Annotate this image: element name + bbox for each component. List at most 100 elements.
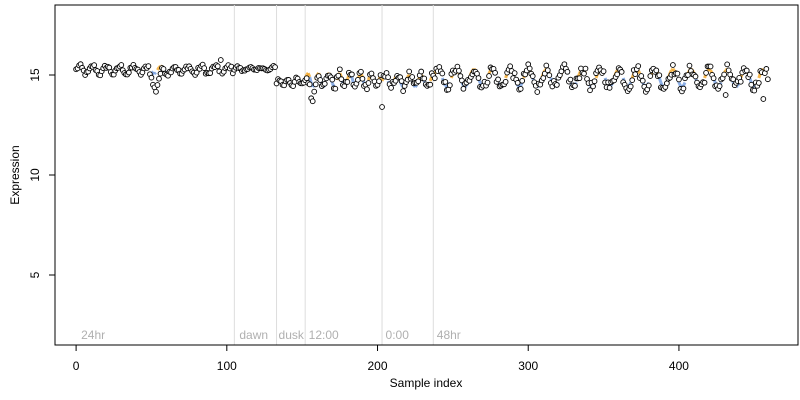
data-point bbox=[514, 79, 521, 86]
x-tick-label: 200 bbox=[368, 359, 388, 373]
data-point bbox=[415, 78, 422, 85]
data-point bbox=[442, 79, 449, 85]
data-point bbox=[388, 85, 394, 91]
data-point bbox=[336, 66, 343, 73]
data-point bbox=[148, 74, 155, 81]
data-point bbox=[502, 78, 509, 85]
data-point bbox=[572, 82, 578, 89]
data-point bbox=[332, 85, 339, 92]
data-point bbox=[398, 78, 405, 84]
x-axis: 0 100 200 300 400 bbox=[73, 344, 689, 373]
data-point bbox=[546, 72, 553, 79]
data-point bbox=[421, 75, 428, 82]
data-point bbox=[344, 79, 351, 85]
data-point bbox=[359, 75, 366, 82]
data-point bbox=[507, 63, 513, 70]
data-point bbox=[567, 76, 574, 83]
data-point bbox=[309, 98, 316, 105]
x-tick-label: 100 bbox=[217, 359, 237, 373]
data-point bbox=[600, 68, 607, 75]
data-point bbox=[321, 80, 328, 87]
phase-label: 12:00 bbox=[309, 328, 339, 342]
data-point bbox=[460, 85, 467, 92]
data-point bbox=[692, 73, 699, 80]
trend-segment bbox=[306, 72, 312, 78]
data-point bbox=[554, 82, 560, 88]
data-point bbox=[364, 86, 370, 93]
phase-labels: 24hr dawn dusk 12:00 0:00 48hr bbox=[81, 328, 461, 342]
data-point bbox=[582, 65, 589, 72]
data-point bbox=[544, 67, 551, 74]
data-point bbox=[517, 85, 524, 92]
data-point bbox=[629, 77, 636, 84]
data-point bbox=[590, 83, 596, 90]
data-point bbox=[214, 63, 221, 70]
data-point bbox=[760, 96, 767, 102]
data-point bbox=[707, 63, 714, 70]
data-point bbox=[653, 67, 660, 74]
phase-label: 48hr bbox=[437, 328, 461, 342]
data-point bbox=[627, 83, 634, 90]
data-point bbox=[145, 63, 152, 69]
data-point bbox=[475, 75, 482, 81]
trend-segment bbox=[153, 71, 157, 76]
data-point bbox=[358, 68, 364, 75]
data-point bbox=[427, 81, 434, 88]
data-point bbox=[765, 76, 771, 83]
data-point bbox=[639, 77, 646, 84]
data-point bbox=[311, 88, 318, 95]
data-point bbox=[746, 71, 753, 78]
data-point bbox=[724, 61, 731, 68]
data-point bbox=[576, 75, 583, 82]
phase-label: dawn bbox=[239, 328, 268, 342]
data-point bbox=[492, 69, 498, 76]
data-point bbox=[272, 64, 278, 70]
data-point bbox=[355, 76, 361, 83]
trend-segment bbox=[150, 70, 155, 75]
phase-label: 0:00 bbox=[386, 328, 410, 342]
data-point bbox=[529, 73, 536, 79]
data-point bbox=[484, 79, 491, 86]
trend-segment bbox=[671, 67, 676, 72]
data-point bbox=[581, 70, 587, 77]
data-point bbox=[447, 82, 453, 89]
data-point bbox=[701, 79, 708, 86]
trend-segment bbox=[156, 66, 161, 71]
data-point bbox=[614, 71, 620, 78]
data-point bbox=[379, 104, 385, 110]
trend-segment bbox=[682, 81, 687, 87]
data-point bbox=[439, 70, 446, 77]
data-point bbox=[201, 65, 208, 71]
data-point bbox=[312, 81, 319, 88]
data-point bbox=[587, 87, 593, 94]
data-point bbox=[338, 76, 345, 83]
data-point bbox=[618, 69, 625, 75]
data-point bbox=[154, 82, 161, 88]
trend-segment bbox=[657, 77, 663, 83]
y-axis-title: Expression bbox=[8, 145, 22, 204]
data-point bbox=[755, 80, 762, 86]
data-point bbox=[716, 83, 723, 89]
plot-frame bbox=[54, 4, 799, 346]
data-point bbox=[743, 67, 750, 74]
data-point bbox=[317, 77, 324, 83]
data-point bbox=[686, 62, 693, 69]
data-point bbox=[737, 78, 744, 85]
data-point bbox=[431, 75, 438, 82]
data-point bbox=[156, 75, 162, 82]
data-point bbox=[564, 68, 571, 75]
y-tick-label: 15 bbox=[28, 68, 42, 82]
trend-segment bbox=[670, 67, 674, 72]
data-point bbox=[763, 66, 770, 72]
data-point bbox=[680, 85, 687, 92]
data-point bbox=[217, 57, 224, 63]
data-point bbox=[365, 80, 372, 86]
data-point bbox=[674, 70, 681, 77]
data-point bbox=[561, 61, 568, 68]
x-tick-label: 400 bbox=[669, 359, 689, 373]
data-point bbox=[409, 74, 416, 80]
data-point bbox=[511, 70, 518, 76]
data-point bbox=[710, 75, 717, 82]
data-point bbox=[647, 73, 654, 79]
